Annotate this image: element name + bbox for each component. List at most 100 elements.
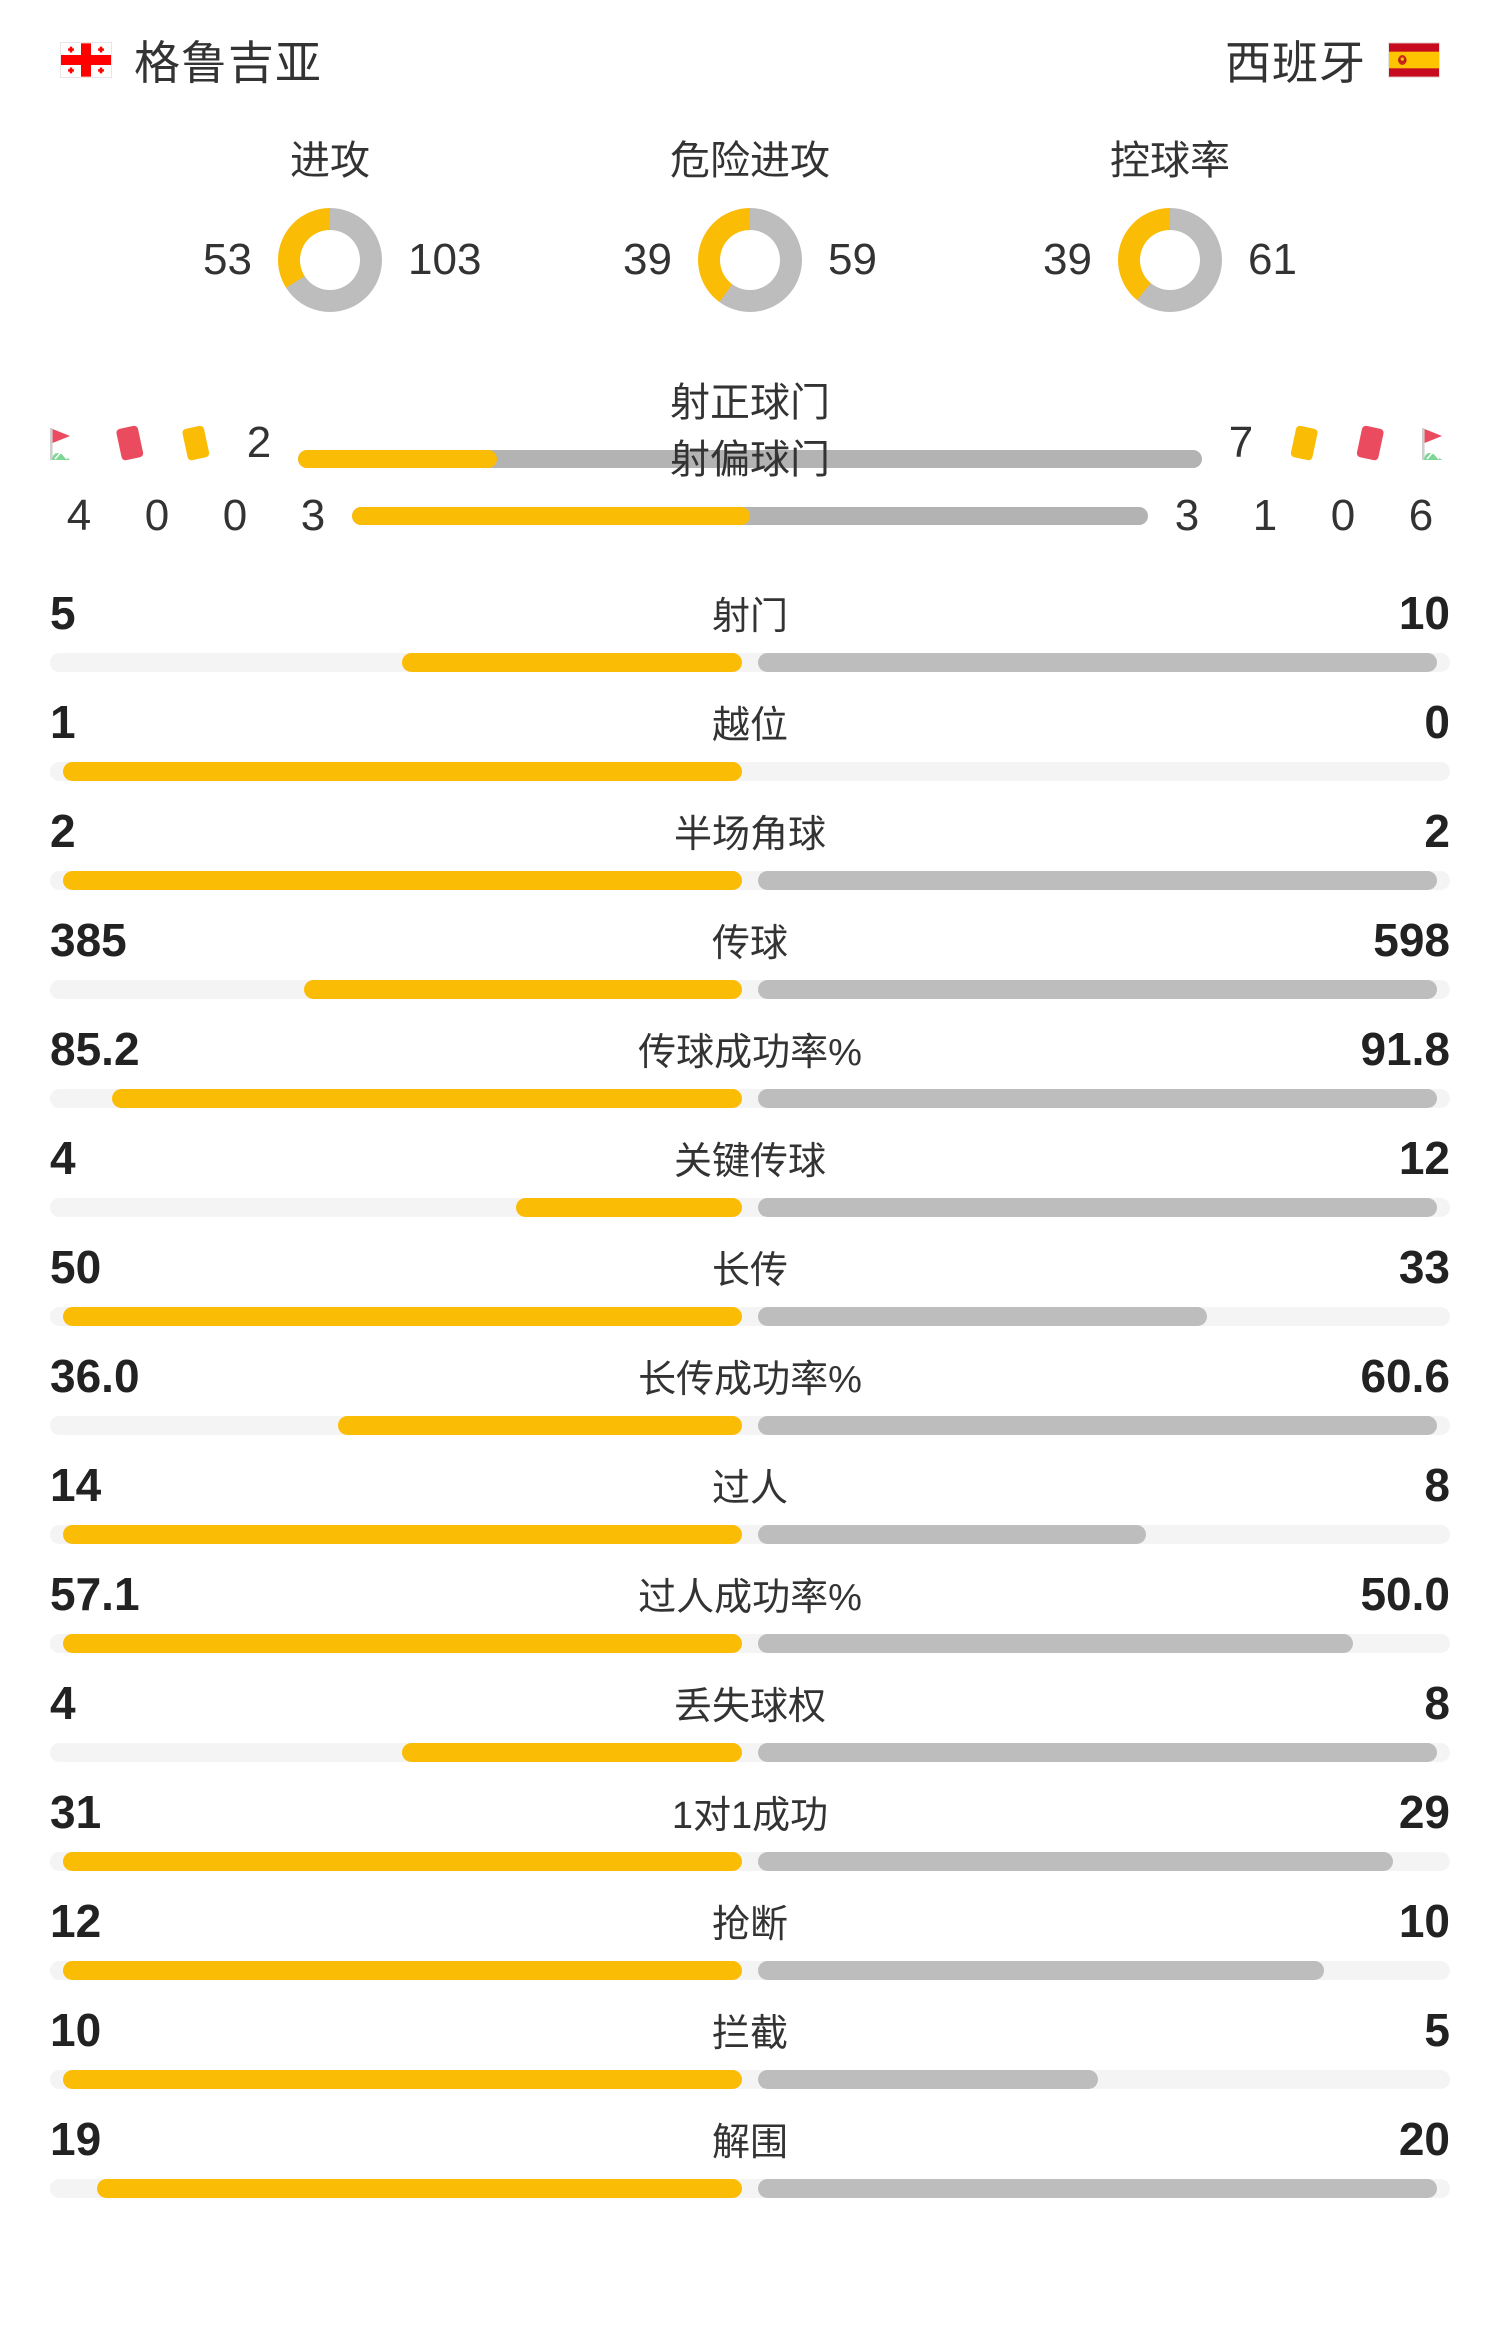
- away-shots-on-target: 7: [1228, 418, 1254, 467]
- donut-dangerous-attacks: 危险进攻 39 59: [540, 128, 960, 312]
- home-discipline-icons: [40, 420, 220, 468]
- corner-flag-icon: [50, 428, 70, 460]
- stat-bar-track: [50, 1525, 1450, 1544]
- stat-bar-track: [50, 2070, 1450, 2089]
- stat-away-value: 29: [1398, 1786, 1450, 1838]
- stat-away-bar: [758, 1307, 1207, 1326]
- stat-away-bar: [758, 1198, 1438, 1217]
- stat-home-value: 10: [50, 2004, 102, 2056]
- on-target-home-fill: [298, 450, 497, 468]
- stat-home-bar: [62, 2070, 742, 2089]
- stat-home-bar: [111, 1089, 742, 1108]
- stat-row[interactable]: 4 关键传球 12: [50, 1115, 1450, 1224]
- stat-away-bar: [758, 1852, 1394, 1871]
- stat-away-value: 60.6: [1360, 1350, 1450, 1402]
- stat-away-value: 10: [1398, 587, 1450, 639]
- donut-away-value: 61: [1248, 235, 1297, 284]
- stat-home-value: 4: [50, 1132, 76, 1184]
- stat-label: 越位: [711, 705, 788, 747]
- stat-row[interactable]: 85.2 传球成功率% 91.8: [50, 1006, 1450, 1115]
- stat-row[interactable]: 385 传球 598: [50, 897, 1450, 1006]
- stat-head: 10 拦截 5: [50, 1987, 1450, 2053]
- stat-home-value: 85.2: [50, 1023, 140, 1075]
- spain-flag-icon: [1388, 42, 1440, 78]
- stat-row[interactable]: 2 半场角球 2: [50, 788, 1450, 897]
- donut-ring: [1118, 208, 1222, 312]
- stat-label: 传球成功率%: [638, 1032, 862, 1074]
- stat-home-bar: [62, 1961, 742, 1980]
- home-shots-on-target: 2: [246, 418, 272, 467]
- stat-home-value: 1: [50, 696, 76, 748]
- stat-away-value: 0: [1424, 696, 1450, 748]
- stat-bar-track: [50, 1961, 1450, 1980]
- away-discipline-icons: [1280, 420, 1460, 468]
- stat-bar-track: [50, 871, 1450, 890]
- donut-ring: [278, 208, 382, 312]
- stat-row[interactable]: 12 抢断 10: [50, 1878, 1450, 1987]
- on-target-bar-area: 射正球门: [298, 381, 1202, 468]
- donut-home-value: 53: [203, 235, 252, 284]
- stat-row[interactable]: 36.0 长传成功率% 60.6: [50, 1333, 1450, 1442]
- donut-home-value: 39: [1043, 235, 1092, 284]
- stat-home-bar: [62, 1852, 742, 1871]
- stat-bar-track: [50, 762, 1450, 781]
- stat-away-bar: [758, 1416, 1438, 1435]
- stat-label: 1对1成功: [671, 1795, 829, 1837]
- stat-home-bar: [62, 762, 742, 781]
- on-target-label: 射正球门: [670, 381, 830, 425]
- red-card-icon: [116, 425, 144, 461]
- home-corner-count: 4: [66, 491, 92, 540]
- stat-home-bar: [62, 1634, 742, 1653]
- red-card-icon: [1356, 425, 1384, 461]
- stat-home-value: 31: [50, 1786, 102, 1838]
- stat-row[interactable]: 10 拦截 5: [50, 1987, 1450, 2096]
- stat-bar-track: [50, 1634, 1450, 1653]
- stat-head: 85.2 传球成功率% 91.8: [50, 1006, 1450, 1072]
- stat-home-bar: [304, 980, 742, 999]
- stat-row[interactable]: 57.1 过人成功率% 50.0: [50, 1551, 1450, 1660]
- stat-away-bar: [758, 1525, 1147, 1544]
- stat-row[interactable]: 31 1对1成功 29: [50, 1769, 1450, 1878]
- stat-head: 385 传球 598: [50, 897, 1450, 963]
- stat-bar-track: [50, 1307, 1450, 1326]
- home-team-name: 格鲁吉亚: [134, 37, 322, 89]
- stat-row[interactable]: 19 解围 20: [50, 2096, 1450, 2205]
- stat-label: 射门: [711, 596, 788, 638]
- stat-home-value: 36.0: [50, 1350, 140, 1402]
- stat-label: 解围: [711, 2122, 788, 2164]
- stat-home-value: 5: [50, 587, 76, 639]
- stat-home-value: 50: [50, 1241, 102, 1293]
- stat-row[interactable]: 14 过人 8: [50, 1442, 1450, 1551]
- stat-away-bar: [758, 653, 1438, 672]
- stat-list: 5 射门 10 1 越位 0 2 半场角球 2 385 传球 598 85.2 传球成功率% 91.8 4 关键…: [0, 570, 1500, 2205]
- stat-row[interactable]: 5 射门 10: [50, 570, 1450, 679]
- stat-label: 半场角球: [673, 814, 826, 856]
- stat-row[interactable]: 4 丢失球权 8: [50, 1660, 1450, 1769]
- stat-label: 过人成功率%: [638, 1577, 862, 1619]
- stat-away-value: 8: [1424, 1459, 1450, 1511]
- donut-chart-row: 进攻 53 103 危险进攻 39 59 控球率 39 61: [0, 120, 1500, 350]
- home-discipline-counts: 4 0 0: [40, 491, 274, 541]
- donut-ring: [698, 208, 802, 312]
- away-team: 西班牙: [1225, 27, 1440, 93]
- shots-on-target-row: 2 射正球门 7: [40, 350, 1460, 468]
- stat-home-bar: [62, 1307, 742, 1326]
- stat-label: 长传: [711, 1250, 788, 1292]
- stat-label: 关键传球: [673, 1141, 826, 1183]
- donut-possession: 控球率 39 61: [960, 128, 1380, 312]
- stat-bar-track: [50, 1198, 1450, 1217]
- stat-row[interactable]: 1 越位 0: [50, 679, 1450, 788]
- stat-home-bar: [338, 1416, 742, 1435]
- stat-row[interactable]: 50 长传 33: [50, 1224, 1450, 1333]
- stat-bar-track: [50, 1743, 1450, 1762]
- corner-flag-icon: [1422, 428, 1442, 460]
- donut-away-value: 59: [828, 235, 877, 284]
- donut-away-value: 103: [408, 235, 482, 284]
- shots-off-target-row: 4 0 0 3 射偏球门 3 1 0 6: [40, 438, 1460, 564]
- home-yellow-card-count: 0: [222, 491, 248, 540]
- stat-head: 5 射门 10: [50, 570, 1450, 636]
- off-target-home-fill: [352, 507, 750, 525]
- stat-home-bar: [515, 1198, 742, 1217]
- stat-bar-track: [50, 1852, 1450, 1871]
- stat-bar-track: [50, 1416, 1450, 1435]
